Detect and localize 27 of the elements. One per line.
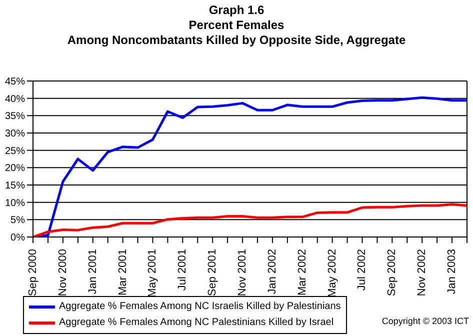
x-tick-label: Sep 2001 <box>206 249 219 296</box>
y-tick-label: 40% <box>4 94 26 105</box>
y-tick-label: 30% <box>4 128 26 140</box>
x-tick-label: Nov 2001 <box>236 249 249 296</box>
x-tick-label: Sep 2002 <box>386 249 398 296</box>
y-tick-label: 25% <box>4 146 26 157</box>
y-tick-label: 35% <box>4 111 26 122</box>
y-tick-label: 15% <box>4 180 26 192</box>
x-tick-label: Jan 2001 <box>86 249 99 294</box>
y-tick-label: 10% <box>4 198 26 209</box>
x-tick-label: Nov 2002 <box>416 249 428 296</box>
legend-label: Aggregate % Females Among NC Israelis Killed by Palestinians <box>59 301 341 313</box>
x-tick-label: Jul 2001 <box>176 249 189 291</box>
y-tick-label: 5% <box>10 215 26 226</box>
y-tick-label: 20% <box>4 163 26 174</box>
x-tick-label: Mar 2001 <box>116 249 129 296</box>
y-tick-label: 45% <box>4 76 26 88</box>
x-tick-label: Nov 2000 <box>56 249 69 296</box>
legend-label: Aggregate % Females Among NC Palestinians Killed by Israel <box>59 317 334 329</box>
text: Copyright © 2003 ICT <box>382 316 469 326</box>
x-tick-label: Sep 2000 <box>27 249 39 296</box>
x-tick-label: Mar 2002 <box>296 249 308 296</box>
x-tick-label: Jan 2003 <box>446 249 458 294</box>
chart-title: Graph 1.6 Percent Females Among Noncombatants Killed by Opposite Side, Aggregate <box>66 3 407 48</box>
x-tick-label: Jul 2002 <box>356 249 368 291</box>
y-tick-label: 0% <box>10 232 26 244</box>
x-tick-label: Jan 2002 <box>266 249 278 294</box>
